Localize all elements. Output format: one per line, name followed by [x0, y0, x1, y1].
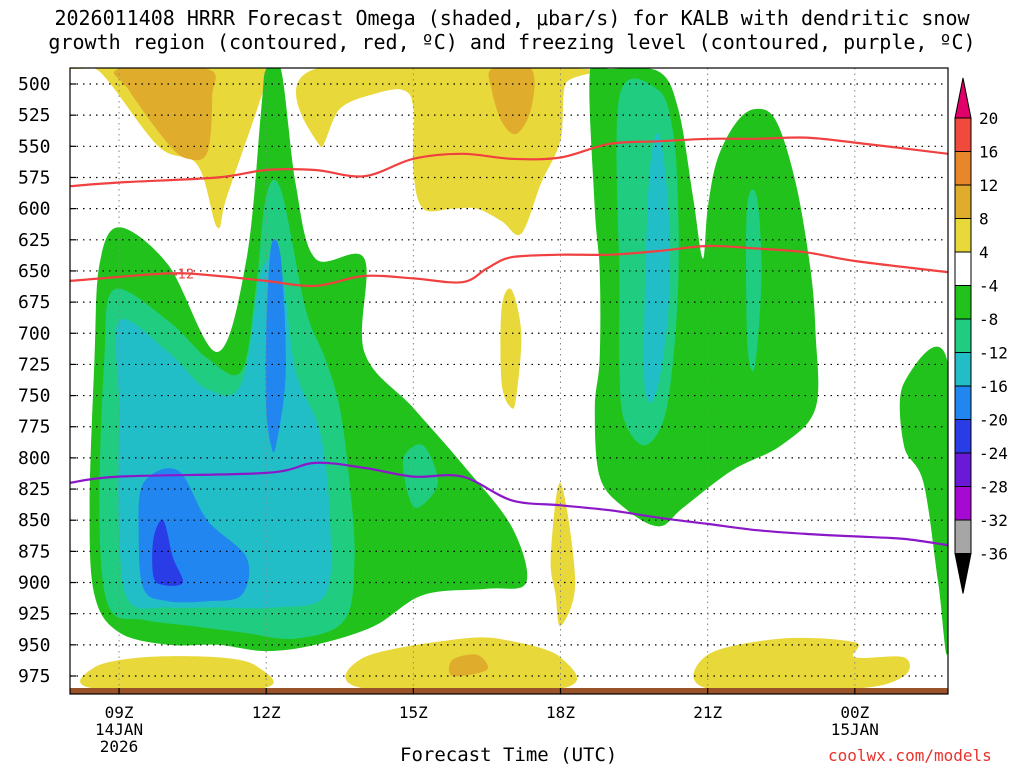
positive-omega-region-9 — [693, 637, 910, 688]
colorbar-swatch — [954, 117, 972, 152]
colorbar-label: -32 — [979, 511, 1008, 530]
colorbar-swatch — [954, 184, 972, 219]
colorbar-swatch — [954, 352, 972, 387]
colorbar-label: -16 — [979, 377, 1008, 396]
positive-omega-region-4 — [500, 288, 522, 409]
y-tick-label: 925 — [18, 604, 51, 625]
y-tick-label: 750 — [18, 386, 51, 407]
colorbar-label: -28 — [979, 478, 1008, 497]
y-tick-label: 700 — [18, 323, 51, 344]
positive-omega-region-2 — [296, 68, 601, 236]
positive-omega-region-5 — [550, 482, 576, 627]
x-tick-label: 09Z — [105, 703, 134, 722]
x-tick-label: 00Z — [840, 703, 869, 722]
dgz-bottom-contour — [70, 244, 948, 288]
y-tick-label: 650 — [18, 261, 51, 282]
title-line1: 2026011408 HRRR Forecast Omega (shaded, … — [54, 6, 970, 30]
positive-omega-region-1 — [113, 68, 216, 161]
y-tick-label: 850 — [18, 510, 51, 531]
x-tick-label: 21Z — [693, 703, 722, 722]
colorbar-label: -8 — [979, 310, 998, 329]
colorbar-bottom-arrow — [954, 553, 972, 594]
x-tick-label: 14JAN — [95, 720, 143, 739]
ground-strip — [70, 688, 948, 694]
y-tick-label: 600 — [18, 199, 51, 220]
credit-text[interactable]: coolwx.com/models — [828, 746, 992, 765]
plot-frame — [69, 67, 949, 695]
y-tick-label: 625 — [18, 230, 51, 251]
contour-label-minus12: -12 — [173, 267, 194, 282]
y-tick-label: 975 — [18, 666, 51, 687]
colorbar-label: 16 — [979, 143, 998, 162]
colorbar-swatch — [954, 419, 972, 454]
contour-lines: -12 — [70, 136, 948, 547]
colorbar-label: -12 — [979, 344, 1008, 363]
negative-omega-region-5 — [152, 519, 184, 586]
y-axis: 500 525 550 575 600 625 650 675 700 725 750 775 800 8… — [18, 74, 76, 687]
freezing-level-contour — [70, 461, 948, 547]
y-tick-label: 575 — [18, 167, 51, 188]
y-tick-label: 775 — [18, 417, 51, 438]
y-tick-label: 725 — [18, 354, 51, 375]
colorbar-label: 20 — [979, 109, 998, 128]
y-tick-label: 825 — [18, 479, 51, 500]
colorbar-swatch — [954, 318, 972, 353]
x-tick-label: 12Z — [252, 703, 281, 722]
colorbar-swatch — [954, 486, 972, 521]
x-tick-label: 15JAN — [831, 720, 879, 739]
y-tick-label: 950 — [18, 635, 51, 656]
omega-shading — [70, 68, 948, 688]
x-tick-label: 15Z — [399, 703, 428, 722]
y-tick-label: 525 — [18, 105, 51, 126]
colorbar-swatch — [954, 151, 972, 186]
negative-omega-region-9 — [745, 189, 762, 372]
negative-omega-region-4 — [265, 239, 286, 453]
colorbar-label: -4 — [979, 277, 998, 296]
colorbar-label: 12 — [979, 176, 998, 195]
colorbar-swatch — [954, 452, 972, 487]
colorbar-legend: 20 16 12 8 4 -4 -8 -12 -16 -20 -24 -28 -32 -36 — [954, 77, 1008, 594]
colorbar-label: 4 — [979, 243, 989, 262]
y-tick-label: 500 — [18, 74, 51, 95]
negative-omega-region-10 — [899, 346, 948, 655]
colorbar-label: 8 — [979, 210, 989, 229]
y-tick-label: 900 — [18, 573, 51, 594]
colorbar-top-arrow — [954, 77, 972, 119]
colorbar-swatch — [954, 218, 972, 253]
x-axis-label: Forecast Time (UTC) — [400, 744, 618, 766]
title-line2: growth region (contoured, red, ºC) and f… — [48, 30, 976, 54]
x-tick-label: 2026 — [100, 737, 139, 756]
y-tick-label: 675 — [18, 292, 51, 313]
y-tick-label: 875 — [18, 541, 51, 562]
colorbar-swatch — [954, 519, 972, 554]
positive-omega-region-8 — [80, 656, 274, 688]
colorbar-swatch — [954, 285, 972, 320]
negative-omega-region-8 — [643, 133, 670, 403]
chart-title: 2026011408 HRRR Forecast Omega (shaded, … — [0, 6, 1024, 54]
colorbar-label: -36 — [979, 545, 1008, 564]
colorbar-swatch — [954, 385, 972, 420]
positive-omega-region-7 — [448, 654, 489, 677]
x-tick-label: 18Z — [546, 703, 575, 722]
colorbar-swatch — [954, 251, 972, 286]
y-tick-label: 800 — [18, 448, 51, 469]
colorbar-label: -24 — [979, 444, 1008, 463]
dgz-top-contour — [70, 136, 948, 188]
colorbar-label: -20 — [979, 411, 1008, 430]
y-tick-label: 550 — [18, 136, 51, 157]
